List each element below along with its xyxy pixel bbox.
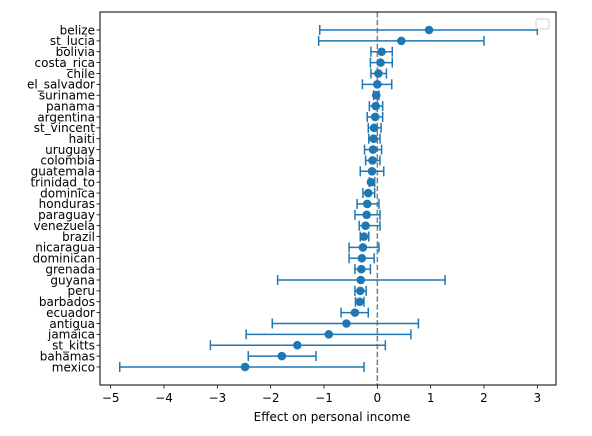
estimate-point — [355, 297, 365, 307]
y-tick-label: st_kitts — [52, 339, 95, 353]
estimate-point — [377, 47, 386, 57]
estimate-point — [240, 362, 250, 372]
estimate-point — [362, 199, 372, 209]
y-tick-label: mexico — [52, 360, 95, 374]
estimate-point — [357, 264, 366, 274]
y-tick-label: el_salvador — [27, 78, 95, 92]
estimate-point — [369, 134, 378, 143]
estimate-point — [424, 25, 434, 35]
estimate-point — [376, 58, 385, 67]
y-tick-label: st_lucia — [50, 34, 95, 48]
estimate-point — [366, 177, 376, 187]
estimate-point — [397, 36, 406, 46]
y-tick-label: peru — [67, 284, 95, 298]
y-tick-label: trinidad_to — [30, 175, 95, 189]
estimate-point — [350, 308, 360, 317]
estimate-point — [357, 253, 367, 263]
x-tick-label: −1 — [315, 391, 333, 405]
y-tick-label: suriname — [39, 89, 95, 103]
y-tick-label: paraguay — [38, 208, 95, 222]
x-tick-label: 1 — [427, 391, 435, 405]
y-tick-label: panama — [46, 99, 95, 113]
y-tick-label: brazil — [62, 230, 95, 244]
y-tick-label: argentina — [37, 110, 95, 124]
estimate-point — [363, 188, 373, 198]
x-tick-label: 3 — [534, 391, 542, 405]
y-tick-label: bahamas — [40, 349, 95, 363]
y-tick-label: grenada — [45, 262, 95, 276]
x-tick-label: 2 — [480, 391, 488, 405]
estimate-point — [370, 112, 380, 122]
y-tick-label: jamaica — [47, 328, 95, 342]
estimate-point — [358, 243, 368, 252]
y-tick-label: honduras — [39, 197, 95, 211]
y-tick-label: haiti — [69, 132, 95, 146]
estimate-point — [355, 286, 365, 296]
y-tick-label: nicaragua — [35, 241, 95, 255]
x-tick-label: −3 — [208, 391, 226, 405]
y-tick-label: belize — [60, 23, 95, 37]
estimate-point — [368, 145, 378, 154]
legend-box — [535, 18, 550, 30]
estimate-point — [277, 351, 287, 361]
estimate-point — [293, 340, 302, 350]
y-tick-label: uruguay — [45, 143, 95, 157]
axes: belizest_luciaboliviacosta_ricachileel_s… — [27, 23, 541, 405]
x-tick-label: −4 — [155, 391, 173, 405]
y-tick-label: st_vincent — [34, 121, 96, 135]
x-tick-label: −2 — [262, 391, 280, 405]
x-tick-label: 0 — [374, 391, 382, 405]
estimate-point — [368, 156, 377, 165]
estimate-point — [367, 167, 377, 176]
estimate-point — [356, 275, 366, 285]
y-tick-label: venezuela — [34, 219, 95, 233]
y-tick-label: ecuador — [46, 306, 95, 320]
y-tick-label: chile — [67, 67, 95, 81]
plot-frame — [99, 11, 557, 386]
estimate-point — [373, 80, 382, 89]
estimate-point — [361, 221, 370, 230]
y-tick-label: guatemala — [31, 165, 95, 179]
estimate-point — [369, 123, 379, 133]
y-tick-label: bolivia — [56, 45, 95, 59]
x-axis-label: Effect on personal income — [254, 410, 411, 424]
y-tick-label: guyana — [50, 273, 95, 287]
estimate-point — [371, 101, 381, 111]
y-tick-label: dominica — [40, 186, 95, 200]
y-tick-label: barbados — [39, 295, 95, 309]
estimate-point — [342, 319, 351, 328]
y-tick-label: dominican — [33, 252, 95, 266]
estimate-point — [362, 210, 371, 220]
estimate-point — [324, 330, 334, 339]
y-tick-label: colombia — [40, 154, 95, 168]
estimate-point — [359, 232, 369, 241]
y-tick-label: costa_rica — [35, 56, 95, 70]
y-tick-label: antigua — [49, 317, 95, 331]
x-tick-label: −5 — [102, 391, 120, 405]
estimate-point — [371, 90, 381, 100]
plot-marks — [118, 12, 539, 385]
estimate-point — [374, 69, 383, 78]
